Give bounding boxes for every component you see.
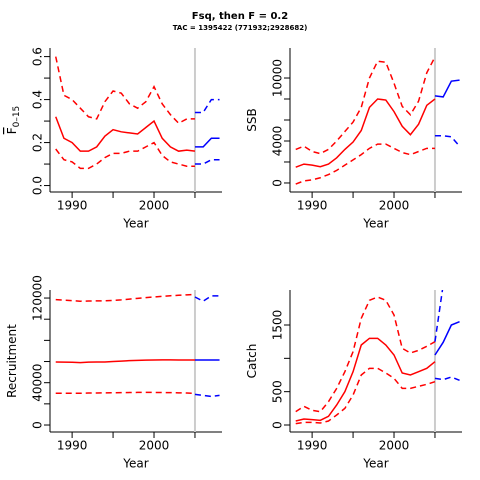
y-tick-label: 1500 bbox=[271, 310, 285, 341]
x-axis-label: Year bbox=[122, 217, 148, 231]
series-line bbox=[295, 337, 436, 422]
series-line bbox=[54, 56, 195, 125]
series-line bbox=[55, 141, 195, 170]
x-axis-label: Year bbox=[122, 457, 148, 471]
series-line bbox=[434, 134, 461, 147]
chart-title: Fsq, then F = 0.2 bbox=[192, 11, 288, 22]
x-tick-label: 2000 bbox=[139, 439, 170, 453]
x-tick-label: 2000 bbox=[379, 199, 410, 213]
x-tick-label: 1990 bbox=[57, 199, 88, 213]
series-line bbox=[434, 376, 460, 382]
y-tick-label: 4000 bbox=[271, 126, 285, 157]
x-tick-label: 1990 bbox=[297, 439, 328, 453]
series-line bbox=[194, 393, 220, 398]
x-tick-label: 1990 bbox=[57, 439, 88, 453]
y-tick-label: 40000 bbox=[31, 364, 45, 402]
y-tick-label: 0 bbox=[271, 421, 285, 429]
y-tick-label: 0.2 bbox=[31, 133, 45, 152]
y-axis-label-main: Recruitment bbox=[5, 324, 19, 398]
series-line bbox=[295, 296, 436, 413]
y-axis-label: F0–15 bbox=[5, 106, 22, 135]
series-line bbox=[194, 295, 220, 303]
series-line bbox=[55, 359, 195, 364]
series-line bbox=[295, 98, 436, 168]
y-tick-label: 500 bbox=[271, 380, 285, 403]
y-tick-label: 0.0 bbox=[31, 176, 45, 195]
x-tick-label: 2000 bbox=[379, 439, 410, 453]
series-line bbox=[434, 290, 444, 342]
series-line bbox=[295, 143, 435, 185]
y-axis-label: Recruitment bbox=[5, 324, 19, 398]
series-line bbox=[434, 79, 460, 98]
chart-subtitle: TAC = 1395422 (771932;2928682) bbox=[173, 24, 308, 32]
y-axis-label-main: SSB bbox=[245, 108, 259, 131]
series-line bbox=[194, 137, 220, 148]
x-tick-label: 2000 bbox=[139, 199, 170, 213]
y-tick-label: 0 bbox=[31, 421, 45, 429]
series-line bbox=[55, 293, 196, 302]
y-axis-label: SSB bbox=[245, 108, 259, 131]
series-line bbox=[295, 367, 436, 425]
y-axis-label: Catch bbox=[245, 344, 259, 379]
y-tick-label: 0.6 bbox=[31, 47, 45, 66]
x-axis-label: Year bbox=[362, 457, 388, 471]
series-line bbox=[55, 391, 195, 395]
x-axis-label: Year bbox=[362, 217, 388, 231]
series-line bbox=[295, 56, 436, 155]
y-axis-label-sub: 0–15 bbox=[12, 106, 22, 128]
y-tick-label: 120000 bbox=[31, 275, 45, 321]
x-tick-label: 1990 bbox=[297, 199, 328, 213]
y-tick-label: 10000 bbox=[271, 59, 285, 97]
series-line bbox=[194, 159, 220, 165]
y-axis-label-main: Catch bbox=[245, 344, 259, 379]
series-line bbox=[434, 320, 460, 356]
y-tick-label: 0.4 bbox=[31, 90, 45, 109]
y-tick-label: 0 bbox=[271, 179, 285, 187]
y-axis-label-main: F bbox=[5, 127, 19, 134]
series-line bbox=[55, 116, 196, 152]
series-line bbox=[194, 98, 220, 114]
